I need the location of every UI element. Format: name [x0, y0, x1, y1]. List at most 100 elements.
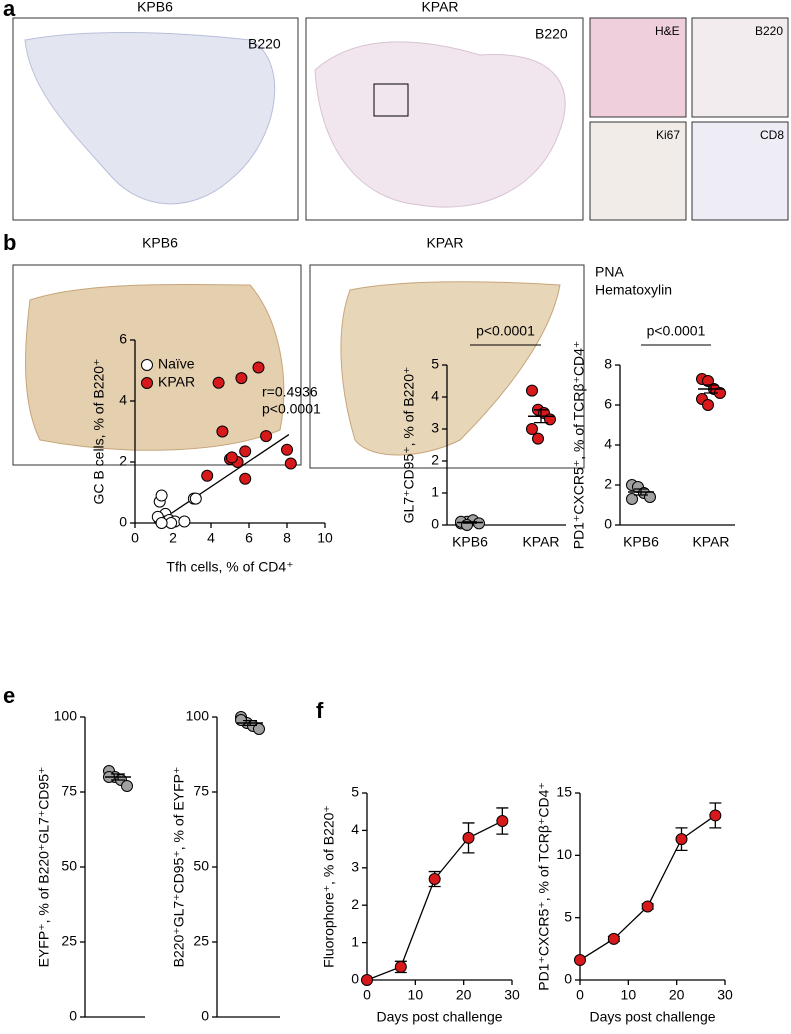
y-tick-label: 2 [351, 896, 359, 912]
y-tick-label: 6 [119, 331, 127, 347]
histology-image [691, 17, 789, 118]
y-tick-label: 0 [119, 514, 127, 530]
point [532, 432, 544, 445]
point [526, 384, 538, 397]
point [702, 375, 714, 387]
point [201, 469, 214, 482]
x-tick-label: 0 [131, 530, 139, 546]
stain-label: H&E [655, 24, 680, 38]
tissue [25, 283, 285, 451]
y-tick-label: 5 [564, 908, 572, 924]
point [496, 815, 509, 828]
point [155, 489, 168, 502]
y-tick-label: 10 [556, 846, 572, 862]
inset-box [373, 83, 409, 117]
point [526, 423, 538, 435]
y-axis-label: Fluorophore⁺, % of B220⁺ [321, 805, 337, 968]
y-tick-label: 8 [604, 356, 612, 372]
point [626, 493, 638, 505]
histology-image [691, 121, 789, 221]
x-tick-label: 4 [207, 530, 215, 546]
tissue [24, 32, 276, 205]
stain-label: B220 [248, 36, 281, 52]
panel-letter: a [3, 0, 16, 21]
legend-marker [141, 377, 153, 389]
x-tick-label: 20 [669, 987, 685, 1003]
error-bar [634, 488, 648, 496]
x-tick-label: 0 [363, 987, 371, 1003]
point [155, 517, 168, 529]
x-tick-label: 8 [283, 530, 291, 546]
annotation: p<0.0001 [647, 323, 706, 339]
y-tick-label: 15 [556, 784, 572, 800]
point [212, 376, 225, 389]
x-tick-label: 30 [717, 987, 733, 1003]
x-tick-label: 0 [576, 987, 584, 1003]
x-tick-label: 6 [245, 530, 253, 546]
point [394, 960, 407, 973]
x-axis-label: Days post challenge [376, 1009, 502, 1025]
error-bar [704, 384, 718, 394]
image-title: KPAR [426, 235, 463, 251]
panel-letter: f [316, 698, 324, 723]
y-tick-label: 4 [119, 392, 127, 408]
point [675, 833, 688, 846]
y-tick-label: 4 [431, 388, 439, 404]
point [607, 932, 620, 945]
x-tick-label: KPAR [692, 534, 729, 550]
y-tick-label: 3 [351, 859, 359, 875]
point [361, 974, 373, 986]
point [428, 873, 441, 886]
line [579, 814, 716, 961]
y-tick-label: 2 [119, 453, 127, 469]
point [216, 425, 229, 438]
point [189, 492, 202, 505]
image-title: KPB6 [137, 0, 173, 15]
image-title: KPAR [421, 0, 458, 15]
y-tick-label: 0 [604, 516, 612, 532]
y-tick-label: 1 [351, 933, 359, 949]
y-tick-label: 0 [564, 971, 572, 987]
error-bar [111, 773, 125, 781]
y-axis-label: GL7⁺CD95⁺, % of B220⁺ [401, 367, 417, 524]
y-tick-label: 4 [604, 436, 612, 452]
point [178, 515, 191, 528]
legend-label: Naïve [158, 356, 195, 372]
x-tick-label: 10 [408, 987, 424, 1003]
annotation: r=0.4936 [262, 384, 318, 400]
histology-image [589, 121, 687, 221]
point [121, 780, 133, 792]
annotation: p<0.0001 [262, 401, 321, 417]
y-axis-label: PD1⁺CXCR5⁺, % of TCRβ⁺CD4⁺ [571, 341, 587, 550]
y-axis-label: B220⁺GL7⁺CD95⁺, % of EYFP⁺ [171, 767, 187, 968]
legend-label: KPAR [158, 374, 195, 390]
x-axis-label: Tfh cells, % of CD4⁺ [166, 559, 293, 575]
y-tick-label: 75 [61, 783, 77, 799]
point [225, 451, 238, 464]
point [574, 954, 586, 967]
error-bar [243, 719, 257, 727]
histology-image [589, 17, 687, 118]
point [284, 457, 297, 470]
y-tick-label: 25 [61, 933, 77, 949]
point [260, 430, 273, 443]
error-bar [463, 521, 477, 524]
y-tick-label: 2 [604, 476, 612, 492]
point [235, 372, 248, 385]
y-tick-label: 1 [431, 484, 439, 500]
y-tick-label: 5 [351, 784, 359, 800]
x-tick-label: 30 [504, 987, 520, 1003]
y-tick-label: 3 [431, 420, 439, 436]
x-tick-label: 2 [169, 530, 177, 546]
stain-label: B220 [755, 24, 783, 38]
y-tick-label: 100 [186, 708, 210, 724]
point [709, 809, 722, 822]
stain-legend: PNA [595, 264, 624, 280]
x-tick-label: KPB6 [452, 534, 488, 550]
y-tick-label: 75 [193, 783, 209, 799]
fit-line [157, 434, 290, 523]
panel-letter: b [3, 230, 16, 255]
y-axis-label: EYFP⁺, % of B220⁺GL7⁺CD95⁺ [36, 767, 52, 968]
error-bar [534, 409, 548, 424]
y-tick-label: 25 [193, 933, 209, 949]
